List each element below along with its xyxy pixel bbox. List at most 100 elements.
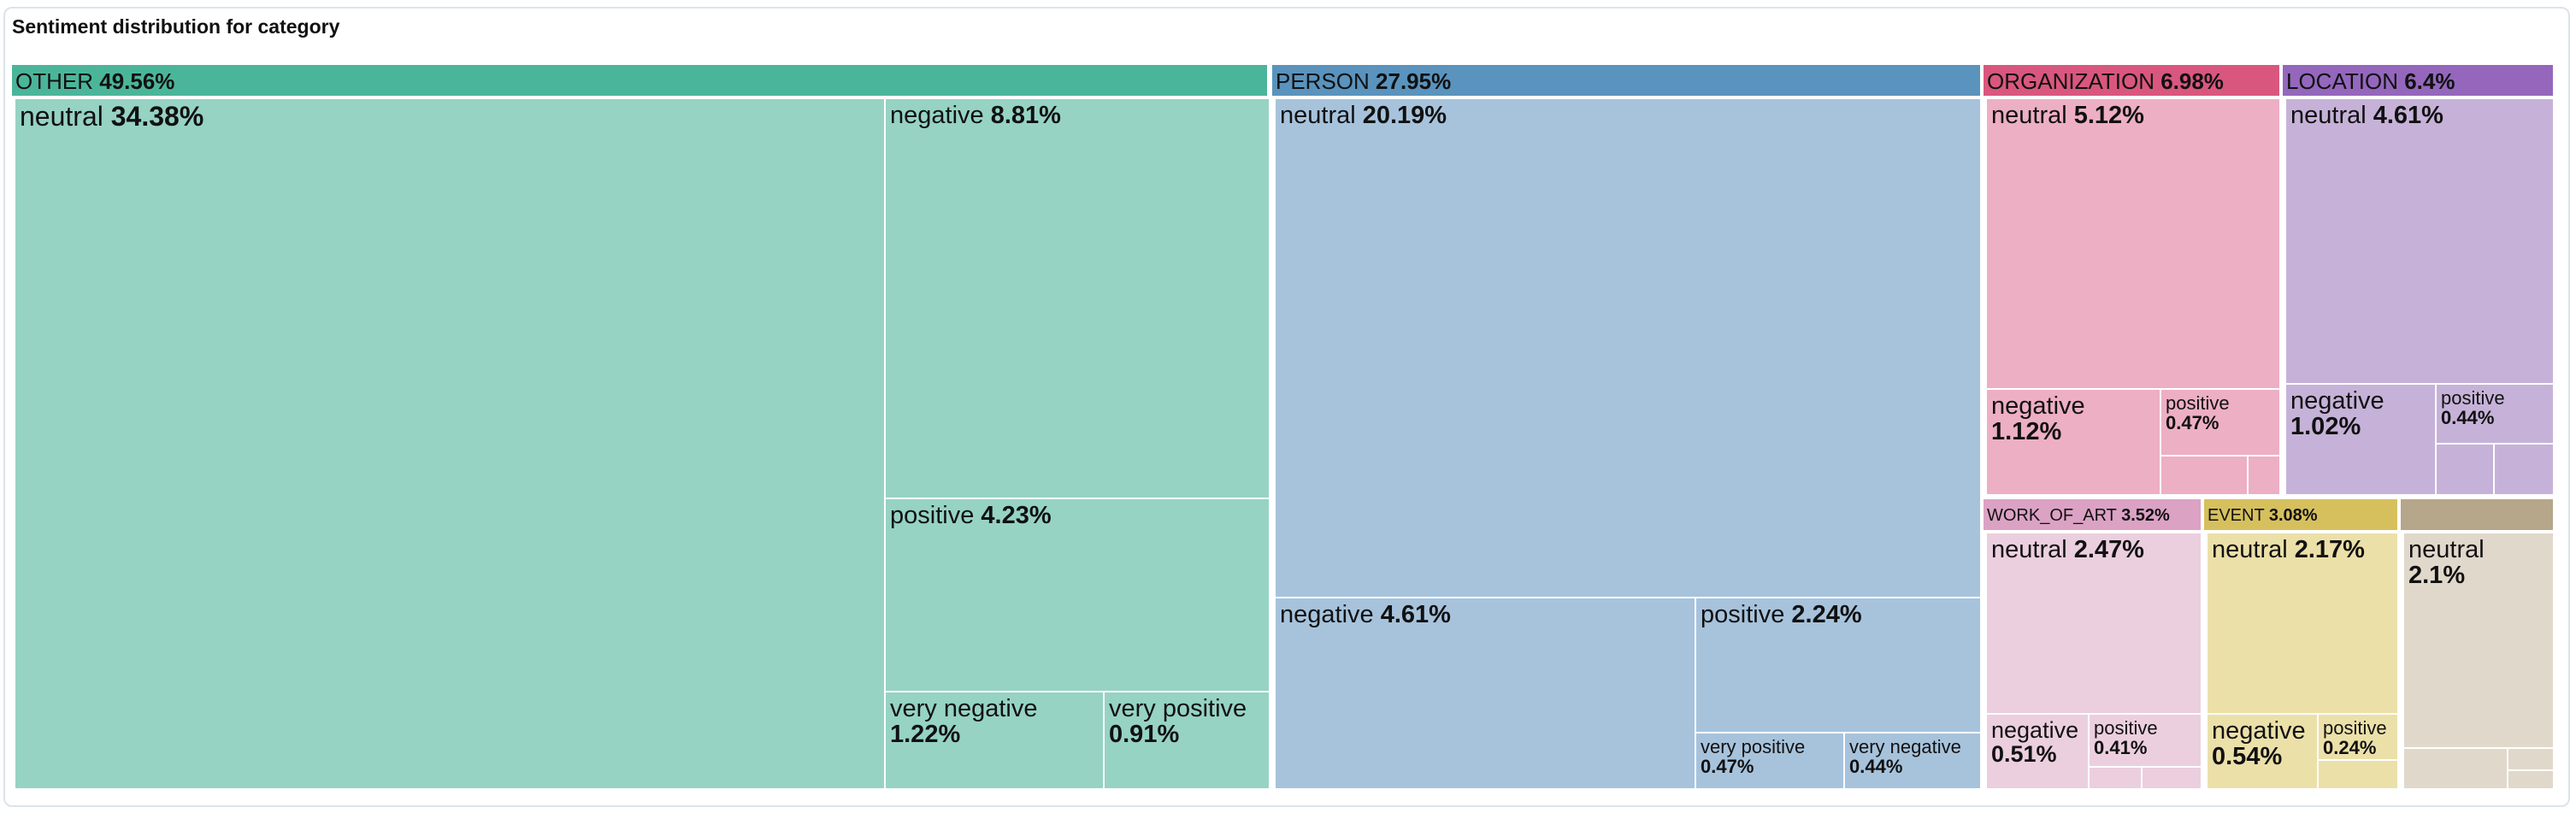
cell-label-percent: 2.47% <box>2073 536 2144 563</box>
cell-label-name: neutral <box>1991 536 2067 563</box>
cell-label-percent: 0.44% <box>2441 407 2495 429</box>
cell-label-percent: 0.24% <box>2323 737 2377 759</box>
treemap-cell-other-negative[interactable]: negative 8.81% <box>884 97 1270 499</box>
cell-label-name: negative <box>1280 601 1374 628</box>
treemap-cell-work-of-art-negative[interactable]: negative 0.51% <box>1985 713 2090 790</box>
treemap-cell-location-positive[interactable]: positive 0.44% <box>2435 383 2555 445</box>
cell-label-percent: 0.47% <box>2166 412 2219 434</box>
treemap-cell-work-of-art-unlabeled[interactable] <box>2141 766 2202 790</box>
treemap-cell-location-neutral[interactable]: neutral 4.61% <box>2284 97 2555 385</box>
category-percent: 3.08% <box>2268 506 2318 525</box>
cell-label-percent: 0.54% <box>2212 743 2283 771</box>
category-header-unlabeled[interactable] <box>2401 499 2555 532</box>
treemap-cell-work-of-art-neutral[interactable]: neutral 2.47% <box>1985 532 2202 715</box>
treemap-cell-other-group-neutral[interactable]: neutral 2.1% <box>2402 532 2555 749</box>
treemap-cell-location-unlabeled[interactable] <box>2435 443 2495 496</box>
treemap-cell-other-group-unlabeled[interactable] <box>2507 747 2555 771</box>
category-name: LOCATION <box>2286 68 2405 94</box>
treemap-cell-person-very-negative[interactable]: very negative 0.44% <box>1843 732 1982 790</box>
cell-label-name: negative <box>2290 387 2384 415</box>
treemap-cell-event-neutral[interactable]: neutral 2.17% <box>2206 532 2399 715</box>
cell-label-name: very positive <box>1109 695 1247 722</box>
cell-label-name: very negative <box>890 695 1038 722</box>
category-name: PERSON <box>1276 68 1376 94</box>
treemap-cell-organization-neutral[interactable]: neutral 5.12% <box>1985 97 2281 390</box>
treemap-cell-other-positive[interactable]: positive 4.23% <box>884 498 1270 692</box>
cell-label-name: very positive <box>1701 736 1806 757</box>
cell-label-name: negative <box>1991 717 2079 743</box>
treemap-cell-person-negative[interactable]: negative 4.61% <box>1274 597 1696 790</box>
cell-label-percent: 2.17% <box>2294 536 2365 563</box>
category-percent: 49.56% <box>99 68 175 94</box>
cell-label-percent: 0.41% <box>2094 737 2148 759</box>
cell-label-percent: 0.91% <box>1109 721 1180 749</box>
category-header-other[interactable]: OTHER 49.56% <box>12 65 1269 97</box>
chart-title: Sentiment distribution for category <box>12 15 340 38</box>
treemap-cell-work-of-art-positive[interactable]: positive 0.41% <box>2088 713 2202 768</box>
treemap-cell-organization-unlabeled[interactable] <box>2160 455 2249 496</box>
cell-label-percent: 5.12% <box>2073 102 2144 129</box>
cell-label-percent: 2.1% <box>2408 562 2466 590</box>
category-percent: 27.95% <box>1376 68 1452 94</box>
cell-label-name: positive <box>2323 717 2387 739</box>
cell-label-name: neutral <box>2290 102 2367 129</box>
treemap-cell-organization-unlabeled[interactable] <box>2247 455 2281 496</box>
category-percent: 3.52% <box>2121 506 2170 525</box>
cell-label-name: positive <box>1701 601 1785 628</box>
treemap-cell-location-unlabeled[interactable] <box>2493 443 2555 496</box>
treemap-cell-person-neutral[interactable]: neutral 20.19% <box>1274 97 1982 598</box>
category-header-organization[interactable]: ORGANIZATION 6.98% <box>1984 65 2281 97</box>
cell-label-name: positive <box>2094 717 2158 739</box>
treemap-cell-location-negative[interactable]: negative 1.02% <box>2284 383 2437 496</box>
treemap-cell-work-of-art-unlabeled[interactable] <box>2088 766 2143 790</box>
cell-label-name: positive <box>2441 387 2505 409</box>
category-name: WORK_OF_ART <box>1987 506 2122 525</box>
treemap-cell-person-positive[interactable]: positive 2.24% <box>1695 597 1982 733</box>
treemap-cell-other-group-unlabeled[interactable] <box>2507 769 2555 790</box>
cell-label-name: neutral <box>20 101 103 132</box>
treemap-cell-event-negative[interactable]: negative 0.54% <box>2206 713 2319 790</box>
category-header-person[interactable]: PERSON 27.95% <box>1272 65 1982 97</box>
cell-label-percent: 8.81% <box>990 102 1061 129</box>
category-name: EVENT <box>2208 506 2269 525</box>
cell-label-percent: 20.19% <box>1362 102 1447 129</box>
cell-label-percent: 0.47% <box>1701 756 1754 778</box>
treemap-cell-other-neutral[interactable]: neutral 34.38% <box>14 97 886 790</box>
cell-label-percent: 2.24% <box>1791 601 1862 628</box>
treemap-cell-other-group-unlabeled[interactable] <box>2402 747 2508 790</box>
cell-label-name: positive <box>890 502 975 529</box>
cell-label-name: neutral <box>1280 102 1356 129</box>
cell-label-percent: 0.44% <box>1849 756 1903 778</box>
treemap-cell-other-very-positive[interactable]: very positive 0.91% <box>1103 691 1270 790</box>
category-header-event[interactable]: EVENT 3.08% <box>2204 499 2399 532</box>
category-percent: 6.98% <box>2160 68 2224 94</box>
cell-label-percent: 34.38% <box>110 101 204 132</box>
cell-label-percent: 1.02% <box>2290 413 2361 441</box>
category-header-location[interactable]: LOCATION 6.4% <box>2283 65 2555 97</box>
cell-label-name: negative <box>890 102 984 129</box>
cell-label-percent: 1.12% <box>1991 418 2062 446</box>
cell-label-name: neutral <box>2408 536 2485 563</box>
category-name: ORGANIZATION <box>1987 68 2161 94</box>
cell-label-percent: 4.61% <box>2373 102 2443 129</box>
treemap-cell-person-very-positive[interactable]: very positive 0.47% <box>1695 732 1845 790</box>
category-percent: 6.4% <box>2404 68 2455 94</box>
cell-label-name: negative <box>2212 717 2306 745</box>
treemap-cell-organization-negative[interactable]: negative 1.12% <box>1985 388 2161 496</box>
cell-label-name: neutral <box>1991 102 2067 129</box>
category-name: OTHER <box>15 68 100 94</box>
cell-label-name: neutral <box>2212 536 2288 563</box>
cell-label-percent: 1.22% <box>890 721 961 749</box>
cell-label-name: positive <box>2166 392 2230 414</box>
treemap-cell-other-very-negative[interactable]: very negative 1.22% <box>884 691 1105 790</box>
cell-label-name: negative <box>1991 392 2085 420</box>
cell-label-percent: 0.51% <box>1991 741 2057 768</box>
treemap-cell-organization-positive[interactable]: positive 0.47% <box>2160 388 2281 457</box>
treemap-cell-event-positive[interactable]: positive 0.24% <box>2317 713 2399 761</box>
cell-label-percent: 4.61% <box>1380 601 1451 628</box>
category-header-work-of-art[interactable]: WORK_OF_ART 3.52% <box>1984 499 2202 532</box>
treemap-cell-event-unlabeled[interactable] <box>2317 759 2399 790</box>
cell-label-percent: 4.23% <box>981 502 1052 529</box>
cell-label-name: very negative <box>1849 736 1961 757</box>
